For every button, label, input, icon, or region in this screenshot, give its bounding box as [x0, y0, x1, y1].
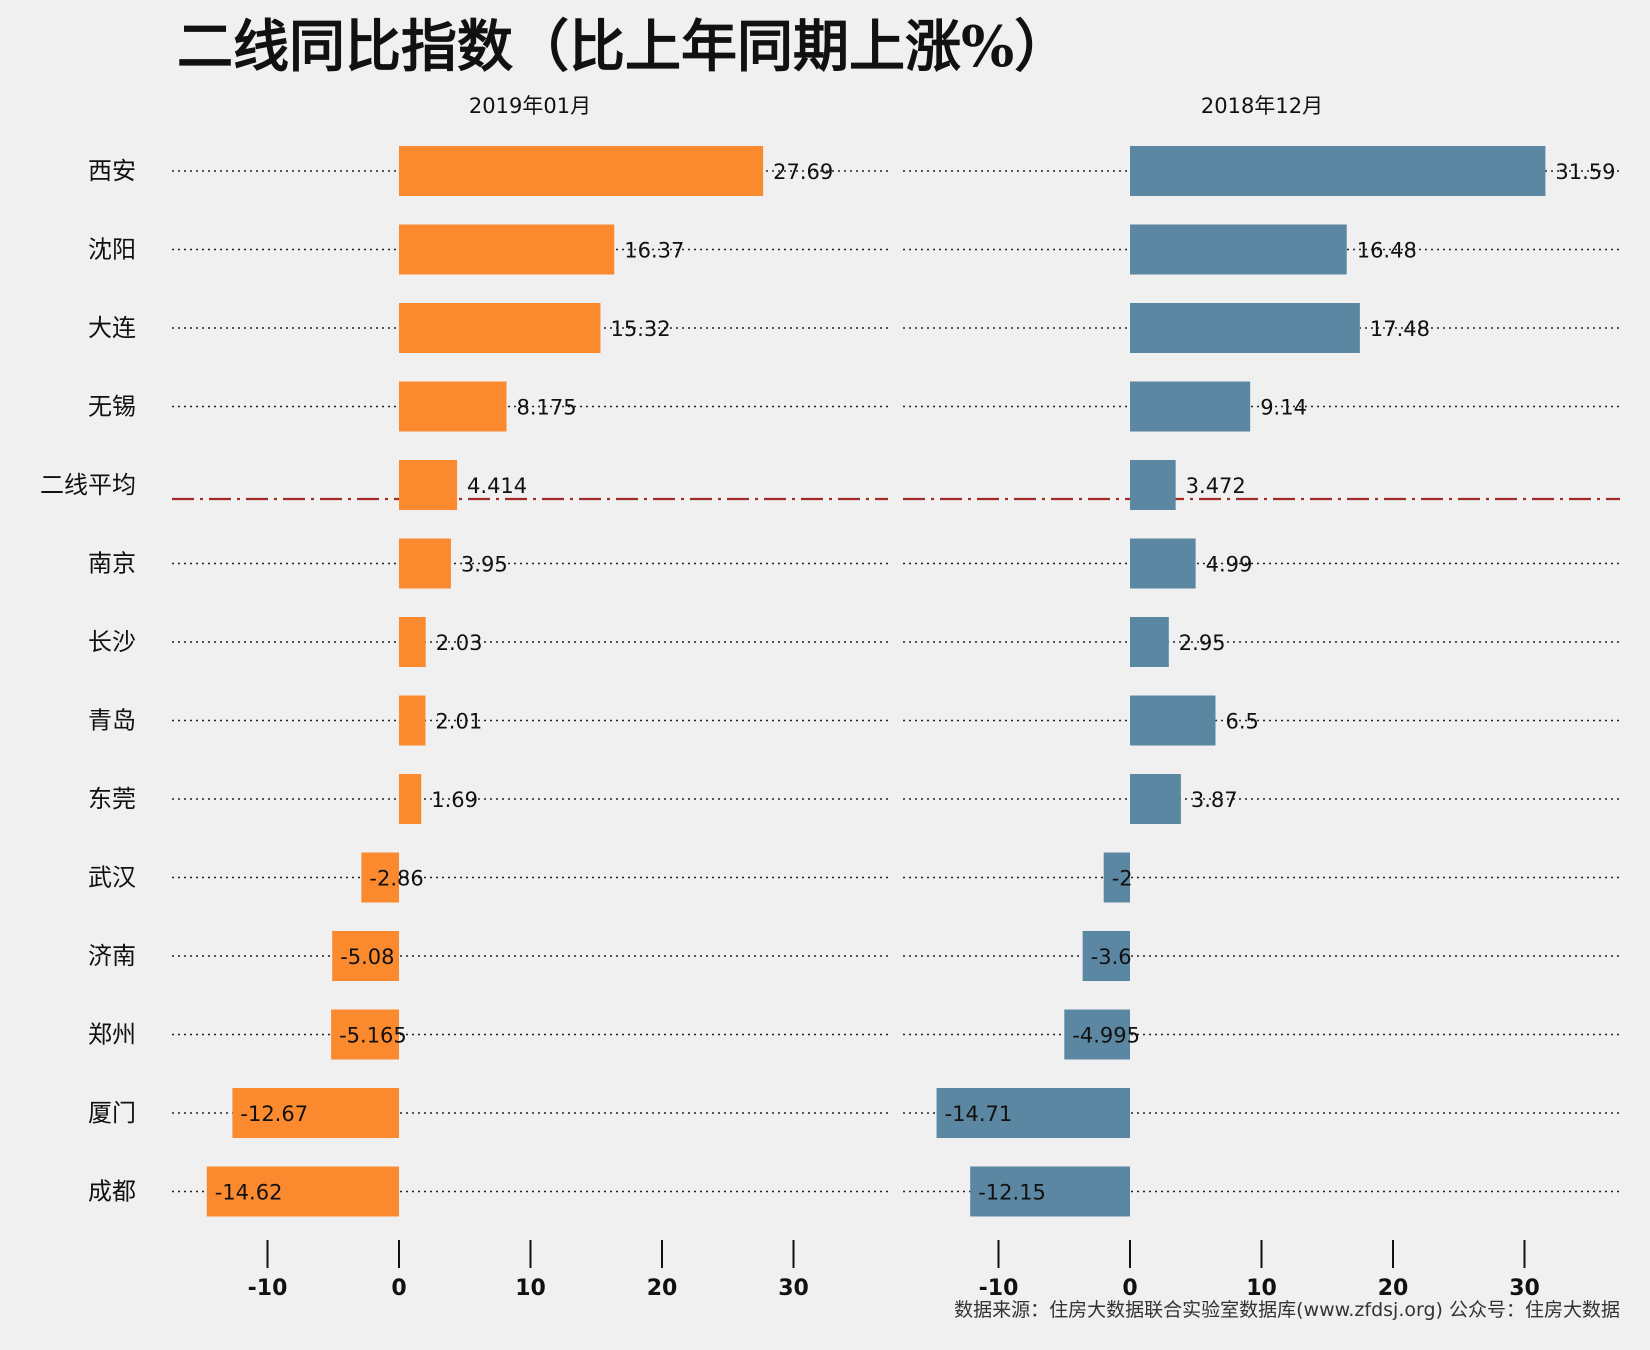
bar — [1130, 381, 1251, 432]
bar — [936, 1088, 1130, 1138]
data-label: 6.5 — [1225, 710, 1258, 734]
data-label: -5.08 — [340, 945, 394, 969]
data-label: 1.69 — [431, 788, 478, 812]
category-label: 郑州 — [88, 1021, 136, 1049]
chart-title: 二线同比指数（比上年同期上涨%） — [177, 14, 1070, 80]
data-label: 2.03 — [436, 631, 483, 655]
category-label: 长沙 — [88, 628, 136, 656]
bar — [399, 617, 426, 667]
data-label: 9.14 — [1260, 396, 1307, 420]
category-label: 青岛 — [88, 707, 136, 735]
bar — [399, 146, 764, 196]
data-label: 16.48 — [1357, 239, 1417, 263]
source-note: 数据来源：住房大数据联合实验室数据库(www.zfdsj.org) 公众号：住房… — [954, 1299, 1620, 1321]
category-label: 无锡 — [88, 393, 136, 421]
data-label: 8.175 — [517, 396, 577, 420]
bar — [1082, 931, 1130, 981]
data-label: 3.87 — [1191, 788, 1238, 812]
bar — [1130, 695, 1216, 746]
category-label: 二线平均 — [40, 471, 136, 499]
data-label: -2 — [1112, 867, 1133, 891]
data-label: -4.995 — [1072, 1024, 1140, 1048]
panel-1: 2019年01月 27.69 16.37 15.32 8.175 4.414 3.95 2.0… — [172, 94, 888, 1301]
bar — [332, 931, 399, 981]
x-tick-label: 10 — [515, 1276, 546, 1301]
category-label: 厦门 — [88, 1099, 136, 1127]
data-label: 3.472 — [1186, 474, 1246, 498]
data-label: 4.414 — [467, 474, 527, 498]
data-label: -12.15 — [978, 1181, 1046, 1205]
data-label: -14.62 — [215, 1181, 283, 1205]
bar — [399, 224, 615, 275]
data-label: 31.59 — [1555, 160, 1615, 184]
x-tick-label: 10 — [1246, 1276, 1277, 1301]
bar — [399, 538, 451, 589]
bar — [1064, 1009, 1130, 1060]
bar — [331, 1009, 399, 1060]
x-tick-label: -10 — [248, 1276, 288, 1301]
x-tick-label: 20 — [647, 1276, 678, 1301]
data-label: 17.48 — [1370, 317, 1430, 341]
bar — [399, 381, 507, 432]
data-label: -2.86 — [369, 867, 423, 891]
x-tick-label: 20 — [1378, 1276, 1409, 1301]
x-tick-label: 0 — [391, 1276, 406, 1301]
bar — [1103, 852, 1130, 903]
bar — [1130, 303, 1360, 353]
data-label: 2.01 — [435, 710, 482, 734]
bar — [1130, 146, 1546, 196]
x-tick-label: 30 — [778, 1276, 809, 1301]
data-label: 4.99 — [1206, 553, 1253, 577]
category-label: 南京 — [88, 550, 136, 578]
category-label: 西安 — [88, 157, 136, 185]
bar — [399, 303, 601, 353]
bar — [1130, 224, 1347, 275]
bar — [399, 774, 422, 824]
category-label: 沈阳 — [88, 236, 136, 264]
x-tick-label: 0 — [1122, 1276, 1137, 1301]
category-label: 大连 — [88, 314, 136, 342]
category-label: 东莞 — [88, 785, 136, 813]
data-label: 27.69 — [773, 160, 833, 184]
data-label: -12.67 — [240, 1102, 308, 1126]
panel-2: 2018年12月 31.59 16.48 17.48 9.14 3.472 4.99 2.95… — [903, 94, 1620, 1301]
bar — [232, 1088, 399, 1138]
x-tick-label: 30 — [1509, 1276, 1540, 1301]
x-tick-label: -10 — [979, 1276, 1019, 1301]
data-label: -3.6 — [1091, 945, 1132, 969]
data-label: 16.37 — [624, 239, 684, 263]
bar — [206, 1166, 399, 1217]
data-label: 15.32 — [610, 317, 670, 341]
bar — [970, 1166, 1130, 1217]
category-label: 济南 — [88, 942, 136, 970]
category-label: 武汉 — [88, 864, 136, 892]
bar — [1130, 460, 1176, 510]
data-label: 2.95 — [1179, 631, 1226, 655]
category-label: 成都 — [88, 1178, 136, 1206]
series-header: 2018年12月 — [1201, 94, 1323, 118]
bar — [1130, 774, 1181, 824]
data-label: -14.71 — [945, 1102, 1013, 1126]
bar — [1130, 617, 1169, 667]
data-label: 3.95 — [461, 553, 508, 577]
bar — [361, 852, 399, 903]
bar — [399, 460, 458, 510]
series-header: 2019年01月 — [469, 94, 591, 118]
bar — [399, 695, 426, 746]
data-label: -5.165 — [339, 1024, 407, 1048]
bar — [1130, 538, 1196, 589]
